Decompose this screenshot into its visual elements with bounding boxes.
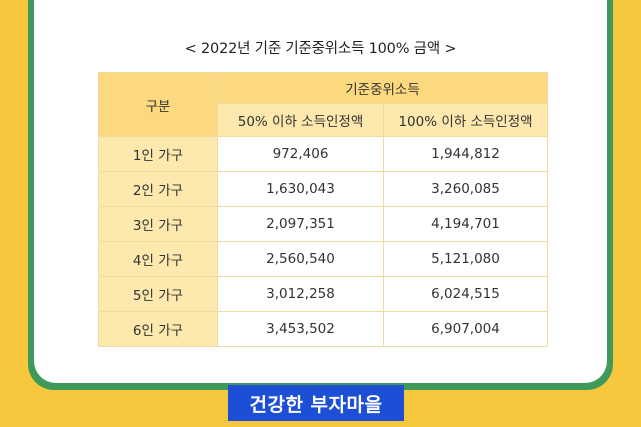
page-title: < 2022년 기준 기준중위소득 100% 금액 >	[184, 41, 457, 57]
corner-header: 구분	[98, 72, 218, 137]
cell-100: 5,121,080	[383, 241, 548, 277]
cell-100: 6,024,515	[383, 276, 548, 312]
group-header: 기준중위소득	[217, 72, 548, 104]
table-row: 5인 가구 3,012,258 6,024,515	[98, 276, 548, 312]
cell-50: 3,012,258	[217, 276, 384, 312]
row-label: 3인 가구	[98, 206, 218, 242]
cell-50: 3,453,502	[217, 311, 384, 347]
cell-100: 1,944,812	[383, 136, 548, 172]
row-label: 5인 가구	[98, 276, 218, 312]
table-row: 3인 가구 2,097,351 4,194,701	[98, 206, 548, 242]
cell-50: 2,097,351	[217, 206, 384, 242]
cell-50: 972,406	[217, 136, 384, 172]
row-label: 6인 가구	[98, 311, 218, 347]
brand-banner: 건강한 부자마을	[228, 385, 404, 421]
cell-50: 1,630,043	[217, 171, 384, 207]
table-row: 4인 가구 2,560,540 5,121,080	[98, 241, 548, 277]
column-header-100: 100% 이하 소득인정액	[383, 103, 548, 137]
row-label: 1인 가구	[98, 136, 218, 172]
table-row: 6인 가구 3,453,502 6,907,004	[98, 311, 548, 347]
row-label: 4인 가구	[98, 241, 218, 277]
row-label: 2인 가구	[98, 171, 218, 207]
income-table: 구분 기준중위소득 50% 이하 소득인정액 100% 이하 소득인정액 1인 …	[98, 72, 548, 347]
cell-100: 6,907,004	[383, 311, 548, 347]
table-row: 2인 가구 1,630,043 3,260,085	[98, 171, 548, 207]
column-header-50: 50% 이하 소득인정액	[217, 103, 384, 137]
table-row: 1인 가구 972,406 1,944,812	[98, 136, 548, 172]
cell-100: 4,194,701	[383, 206, 548, 242]
cell-100: 3,260,085	[383, 171, 548, 207]
cell-50: 2,560,540	[217, 241, 384, 277]
